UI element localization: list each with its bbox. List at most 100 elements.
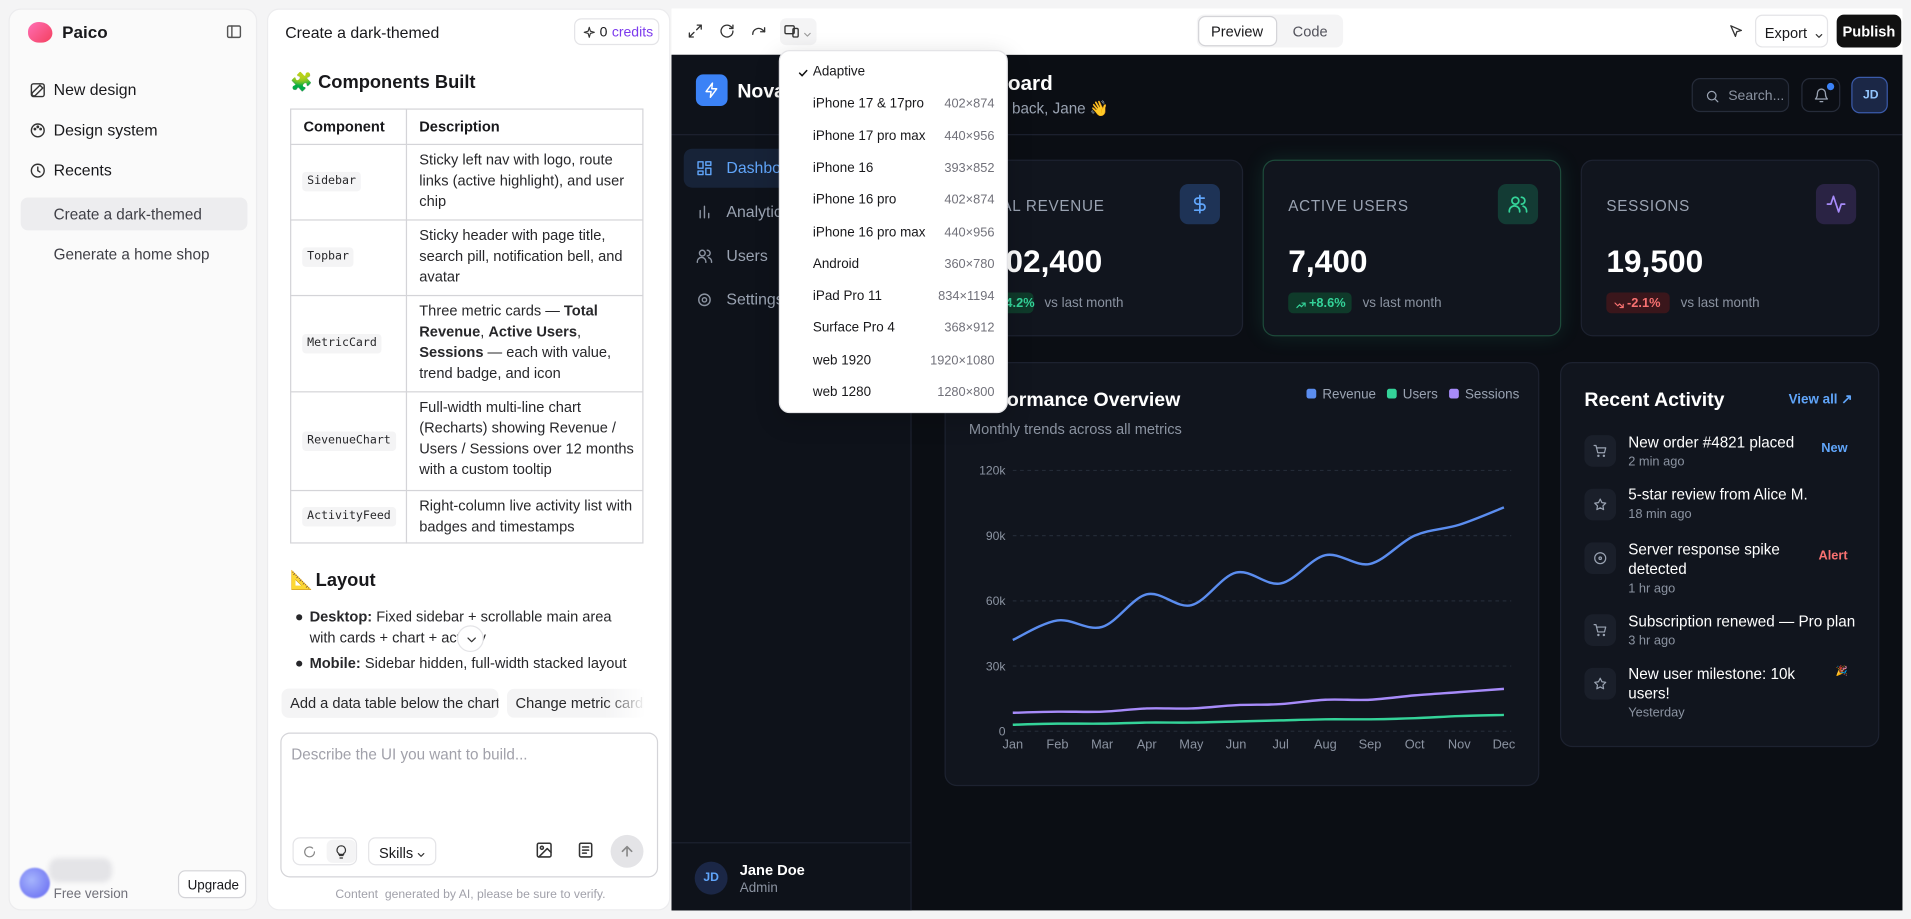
- legend-label: Sessions: [1464, 386, 1520, 402]
- icon-part: [583, 26, 595, 38]
- icon-part: [536, 842, 552, 858]
- device-option[interactable]: iPad Pro 11 834×1194: [785, 282, 1004, 311]
- activity-glyph: [1593, 444, 1608, 459]
- tab[interactable]: Code: [1292, 23, 1328, 41]
- device-option[interactable]: iPhone 17 & 17pro 402×874: [785, 89, 1004, 118]
- icon-part: [705, 82, 718, 99]
- table-row-line: [290, 489, 644, 492]
- nav-item[interactable]: Design system: [53, 120, 158, 139]
- search-icon: [1705, 89, 1720, 104]
- recent-item[interactable]: Generate a home shop: [53, 246, 210, 264]
- metric-note: vs last month: [1680, 295, 1760, 311]
- icon-part: [701, 296, 708, 303]
- tab[interactable]: Preview: [1211, 23, 1264, 41]
- device-button[interactable]: [780, 18, 817, 46]
- app-nav-item[interactable]: Users: [726, 246, 768, 265]
- mode-toggle[interactable]: [292, 837, 358, 866]
- app-nav-item[interactable]: Analytics: [726, 202, 790, 221]
- search-pill[interactable]: Search...: [1691, 78, 1790, 113]
- description-cell: Right-column live activity list with bad…: [419, 496, 638, 594]
- activity-icon: [1584, 542, 1617, 575]
- publish-button[interactable]: Publish: [1836, 14, 1902, 48]
- scroll-down[interactable]: [457, 625, 484, 653]
- user-line: [671, 842, 912, 844]
- activity-item[interactable]: New order #4821 placed 2 min ago: [1628, 433, 1811, 494]
- upgrade-button[interactable]: Upgrade: [177, 870, 247, 899]
- icon-part: [467, 637, 476, 643]
- device-option[interactable]: iPhone 16 393×852: [785, 153, 1004, 182]
- metric-value: 7,400: [1288, 242, 1368, 280]
- icon-part: [1814, 88, 1829, 103]
- suggestion-label: Add a data table below the chart: [290, 694, 499, 712]
- send-button[interactable]: [610, 834, 644, 868]
- device-option[interactable]: iPhone 16 pro 402×874: [785, 185, 1004, 214]
- text: Three metric cards —: [419, 302, 564, 320]
- recent-active-bg: [20, 197, 248, 231]
- device-option[interactable]: Adaptive: [785, 57, 1004, 86]
- icon-part: [1706, 90, 1717, 101]
- layout-emoji: 📐: [290, 570, 313, 592]
- text: — each with value, trend badge, and icon: [419, 343, 612, 382]
- icon-part: [1593, 444, 1607, 454]
- device-name: Adaptive: [812, 64, 866, 80]
- components-emoji: 🧩: [290, 71, 313, 93]
- icon-part: [1593, 444, 1607, 458]
- credits-count: 0: [599, 25, 608, 41]
- user-name-blur: [48, 858, 113, 883]
- icon-part: [30, 123, 45, 138]
- attach-note: [576, 841, 594, 859]
- icon-part: [1602, 454, 1606, 458]
- recent-item[interactable]: Create a dark-themed: [53, 205, 202, 224]
- activity-item[interactable]: 5-star review from Alice M. 18 min ago: [1628, 485, 1811, 546]
- text: Right-column live activity list with bad…: [419, 497, 633, 536]
- icon-part: [697, 161, 712, 176]
- upgrade-label: Upgrade: [187, 878, 239, 893]
- bullet: [296, 660, 303, 667]
- bell-button[interactable]: [1801, 78, 1841, 113]
- suggestion-chip[interactable]: Change metric card: [507, 688, 646, 718]
- activity-item[interactable]: Subscription renewed — Pro plan 3 hr ago: [1628, 612, 1855, 673]
- suggestion-chip[interactable]: Add a data table below the chart: [281, 688, 499, 718]
- nav-icon: [29, 82, 46, 99]
- activity-glyph: [1593, 497, 1608, 512]
- credits-pill[interactable]: 0 credits: [574, 18, 660, 46]
- icon-part: [705, 167, 712, 176]
- app-avatar[interactable]: JD: [1851, 76, 1888, 114]
- suggestion-label: Change metric card: [515, 694, 644, 712]
- text: Full-width multi-line chart (Recharts) s…: [419, 398, 634, 478]
- device-option[interactable]: web 1280 1280×800: [785, 378, 1004, 407]
- attach-image: [535, 841, 553, 859]
- device-option[interactable]: iPhone 16 pro max 440×956: [785, 218, 1004, 247]
- nav-icon: [29, 122, 46, 139]
- icon-part: [304, 846, 316, 858]
- activity-item[interactable]: Server response spike detected 1 hr ago: [1628, 540, 1811, 601]
- device-icon: [784, 23, 800, 39]
- device-option[interactable]: web 1920 1920×1080: [785, 346, 1004, 375]
- description-cell: Three metric cards — Total Revenue, Acti…: [419, 301, 638, 399]
- icon-part: [1296, 302, 1306, 309]
- activity-item[interactable]: New user milestone: 10k users! Yesterday: [1628, 664, 1811, 725]
- nav-item[interactable]: Recents: [53, 160, 112, 180]
- table-col-line: [405, 108, 408, 544]
- device-option[interactable]: Surface Pro 4 368×912: [785, 314, 1004, 343]
- nav-item[interactable]: New design: [53, 80, 137, 99]
- icon-part: [1593, 624, 1607, 637]
- app-nav-item[interactable]: Settings: [726, 290, 784, 309]
- redo: [751, 23, 767, 39]
- export-button[interactable]: Export: [1755, 14, 1829, 48]
- app-nav-icon: [696, 204, 713, 221]
- metric-card: ACTIVE USERS 7,400 +8.6% vs last month: [1262, 159, 1562, 337]
- logo-icon: [703, 82, 720, 99]
- device-option[interactable]: Android 360×780: [785, 250, 1004, 279]
- metric-label: ACTIVE USERS: [1288, 197, 1409, 215]
- device-name: web 1280: [812, 385, 872, 400]
- user-avatar: [19, 867, 50, 899]
- icon-part: [697, 161, 704, 169]
- skills-button[interactable]: Skills: [368, 837, 437, 866]
- chevron: [416, 847, 427, 858]
- view-all[interactable]: View all ↗: [1788, 392, 1853, 408]
- device-option[interactable]: iPhone 17 pro max 440×956: [785, 121, 1004, 150]
- icon-part: [417, 853, 425, 857]
- device-size: 1280×800: [937, 385, 995, 400]
- activity-time: Yesterday: [1628, 705, 1685, 721]
